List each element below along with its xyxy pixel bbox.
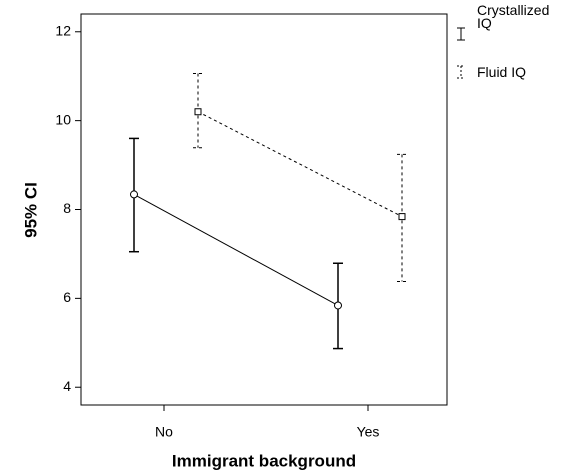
- point: [334, 301, 342, 310]
- y-axis-title: 95% CI: [21, 182, 40, 238]
- legend-label: Fluid IQ: [477, 64, 527, 80]
- x-tick-label: No: [155, 424, 173, 440]
- y-tick-label: 4: [63, 378, 71, 394]
- y-tick-label: 6: [63, 289, 71, 305]
- series-line: [197, 111, 403, 218]
- y-tick-label: 12: [55, 22, 71, 38]
- point: [398, 213, 406, 221]
- x-tick-label: Yes: [357, 424, 380, 440]
- point: [130, 190, 138, 199]
- x-axis-title: Immigrant background: [172, 451, 356, 470]
- y-tick-label: 8: [63, 200, 71, 216]
- series-line: [133, 193, 339, 306]
- point: [194, 108, 202, 116]
- y-tick-label: 10: [55, 111, 71, 127]
- plot-frame: [80, 13, 448, 406]
- legend-label: Crystallized IQ: [477, 2, 550, 31]
